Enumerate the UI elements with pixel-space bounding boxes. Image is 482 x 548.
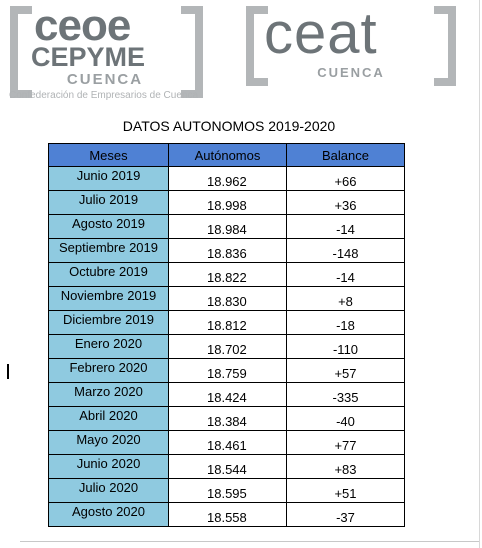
cell-autonomos: 18.830 — [168, 286, 287, 311]
table-row: Abril 2020 18.384 -40 — [48, 406, 405, 431]
cell-balance: +77 — [286, 430, 405, 455]
cell-balance: +51 — [286, 478, 405, 503]
cell-balance: -335 — [286, 382, 405, 407]
cell-mes: Julio 2019 — [48, 190, 169, 215]
header-meses: Meses — [48, 143, 169, 167]
cell-balance: +66 — [286, 166, 405, 191]
cell-mes: Diciembre 2019 — [48, 310, 169, 335]
cell-balance: -148 — [286, 238, 405, 263]
document-title: DATOS AUTONOMOS 2019-2020 — [122, 118, 336, 134]
logo-bracket-left — [10, 6, 32, 98]
cell-autonomos: 18.759 — [168, 358, 287, 383]
table-body: Junio 2019 18.962 +66 Julio 2019 18.998 +36 Ag… — [48, 166, 405, 527]
table-row: Marzo 2020 18.424 -335 — [48, 382, 405, 407]
ceoe-cepyme-logo: ceoe CEPYME CUENCA Confederación de Empr… — [0, 0, 210, 104]
logo-bracket-right — [434, 6, 456, 86]
logo-left-region: CUENCA — [66, 71, 144, 88]
cell-balance: +83 — [286, 454, 405, 479]
cell-autonomos: 18.836 — [168, 238, 287, 263]
cell-balance: -40 — [286, 406, 405, 431]
cell-autonomos: 18.812 — [168, 310, 287, 335]
cell-autonomos: 18.595 — [168, 478, 287, 503]
cell-balance: +57 — [286, 358, 405, 383]
cell-mes: Junio 2020 — [48, 454, 169, 479]
table-row: Junio 2020 18.544 +83 — [48, 454, 405, 479]
cell-autonomos: 18.702 — [168, 334, 287, 359]
cell-autonomos: 18.962 — [168, 166, 287, 191]
cell-balance: -18 — [286, 310, 405, 335]
cell-autonomos: 18.461 — [168, 430, 287, 455]
table-header-row: Meses Autónomos Balance — [48, 143, 405, 167]
cell-autonomos: 18.384 — [168, 406, 287, 431]
page-bottom-rule — [20, 541, 480, 542]
header-balance: Balance — [286, 143, 405, 167]
cell-autonomos: 18.998 — [168, 190, 287, 215]
cell-mes: Junio 2019 — [48, 166, 169, 191]
table-row: Noviembre 2019 18.830 +8 — [48, 286, 405, 311]
logo-cepyme-text: CEPYME — [31, 42, 146, 72]
cell-balance: +36 — [286, 190, 405, 215]
header-autonomos: Autónomos — [168, 143, 287, 167]
cell-mes: Octubre 2019 — [48, 262, 169, 287]
logo-tagline: Confederación de Empresarios de Cuenca — [9, 90, 198, 101]
ceat-logo: ceat CUENCA — [246, 0, 456, 90]
logo-right-region: CUENCA — [317, 65, 385, 80]
cell-autonomos: 18.544 — [168, 454, 287, 479]
cell-mes: Noviembre 2019 — [48, 286, 169, 311]
cell-autonomos: 18.984 — [168, 214, 287, 239]
table-row: Julio 2020 18.595 +51 — [48, 478, 405, 503]
logo-ceat-text: ceat — [264, 1, 378, 66]
cell-mes: Julio 2020 — [48, 478, 169, 503]
cell-mes: Abril 2020 — [48, 406, 169, 431]
cell-mes: Septiembre 2019 — [48, 238, 169, 263]
table-row: Febrero 2020 18.759 +57 — [48, 358, 405, 383]
cell-autonomos: 18.424 — [168, 382, 287, 407]
autonomos-table: Meses Autónomos Balance Junio 2019 18.962… — [48, 143, 405, 527]
table-row: Mayo 2020 18.461 +77 — [48, 430, 405, 455]
table-row: Junio 2019 18.962 +66 — [48, 166, 405, 191]
table-row: Agosto 2019 18.984 -14 — [48, 214, 405, 239]
table-row: Agosto 2020 18.558 -37 — [48, 502, 405, 527]
text-cursor — [7, 364, 9, 379]
table-row: Octubre 2019 18.822 -14 — [48, 262, 405, 287]
page-right-edge — [479, 0, 480, 548]
logo-bracket-right — [181, 6, 203, 98]
cell-mes: Febrero 2020 — [48, 358, 169, 383]
table-row: Septiembre 2019 18.836 -148 — [48, 238, 405, 263]
table-row: Enero 2020 18.702 -110 — [48, 334, 405, 359]
cell-balance: -110 — [286, 334, 405, 359]
cell-balance: -37 — [286, 502, 405, 527]
cell-balance: +8 — [286, 286, 405, 311]
cell-mes: Agosto 2020 — [48, 502, 169, 527]
cell-mes: Mayo 2020 — [48, 430, 169, 455]
table-row: Julio 2019 18.998 +36 — [48, 190, 405, 215]
cell-balance: -14 — [286, 262, 405, 287]
logo-bracket-left — [246, 6, 268, 86]
cell-mes: Agosto 2019 — [48, 214, 169, 239]
table-row: Diciembre 2019 18.812 -18 — [48, 310, 405, 335]
cell-mes: Marzo 2020 — [48, 382, 169, 407]
cell-autonomos: 18.558 — [168, 502, 287, 527]
cell-autonomos: 18.822 — [168, 262, 287, 287]
cell-mes: Enero 2020 — [48, 334, 169, 359]
cell-balance: -14 — [286, 214, 405, 239]
logo-ceoe-text: ceoe — [34, 1, 131, 50]
